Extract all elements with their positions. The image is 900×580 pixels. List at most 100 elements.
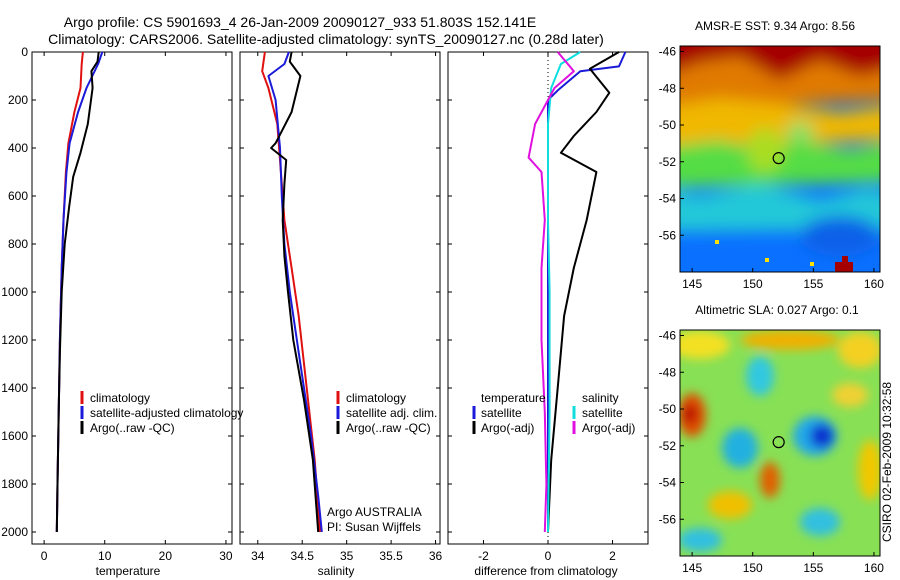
legend-label-satellite: satellite adj. clim. <box>346 406 437 420</box>
series-line <box>547 51 620 533</box>
sst-map-x-ticks: 145 150 155 160 <box>682 268 884 291</box>
y-tick-label: -50 <box>659 402 677 416</box>
temperature-x-ticks: 0 10 20 30 <box>41 52 233 563</box>
y-tick-label: -56 <box>659 228 677 242</box>
x-tick-label: 155 <box>803 561 823 575</box>
x-tick-label: 160 <box>864 561 884 575</box>
y-tick-label: -48 <box>659 365 677 379</box>
sst-map-y-ticks: -46 -48 -50 -52 -54 -56 <box>659 45 684 242</box>
sst-map-panel: AMSR-E SST: 9.34 Argo: 8.56 145 150 155 160… <box>659 19 885 291</box>
x-tick-label: 0 <box>545 549 552 563</box>
x-tick-label: 160 <box>864 277 884 291</box>
sst-map-title: AMSR-E SST: 9.34 Argo: 8.56 <box>695 19 855 33</box>
salinity-series <box>261 51 323 533</box>
salinity-panel: 34 34.5 35 35.5 36 salinity climatology sate… <box>239 51 443 578</box>
legend-label-temp-argo: Argo(-adj) <box>481 421 534 435</box>
series-line <box>527 51 575 533</box>
temperature-series <box>55 51 104 533</box>
legend-label-climatology: climatology <box>346 391 406 405</box>
y-tick-label: 400 <box>8 141 28 155</box>
y-tick-label: 2000 <box>1 525 28 539</box>
y-tick-label: -54 <box>659 192 677 206</box>
series-line <box>270 51 320 533</box>
x-tick-label: 30 <box>219 549 233 563</box>
x-tick-label: 150 <box>743 277 763 291</box>
side-timestamp-label: CSIRO 02-Feb-2009 10:32:58 <box>880 382 894 542</box>
series-line <box>547 51 581 533</box>
y-tick-label: 1200 <box>1 333 28 347</box>
sla-map-panel: Altimetric SLA: 0.027 Argo: 0.1 <box>659 303 885 575</box>
x-tick-label: 35.5 <box>379 549 403 563</box>
legend-label-temp-satellite: satellite <box>481 406 522 420</box>
y-tick-label: -48 <box>659 81 677 95</box>
legend-label-argo: Argo(..raw -QC) <box>346 421 431 435</box>
y-tick-label: 1600 <box>1 429 28 443</box>
y-tick-label: -52 <box>659 155 677 169</box>
x-tick-label: 34.5 <box>291 549 315 563</box>
y-tick-label: -50 <box>659 118 677 132</box>
y-tick-label: 800 <box>8 237 28 251</box>
x-tick-label: 10 <box>98 549 112 563</box>
x-tick-label: 155 <box>803 277 823 291</box>
sst-heatmap <box>680 46 880 272</box>
legend-label-climatology: climatology <box>90 391 150 405</box>
difference-panel: -2 0 2 difference from climatology tempera… <box>447 51 649 578</box>
temperature-axes-frame <box>31 51 233 545</box>
difference-y-ticks <box>448 51 648 533</box>
salinity-legend: climatology satellite adj. clim. Argo(..… <box>336 391 437 435</box>
figure-title-line2: Climatology: CARS2006. Satellite-adjuste… <box>48 31 604 47</box>
series-line <box>55 51 104 533</box>
sla-map-x-ticks: 145 150 155 160 <box>682 552 884 575</box>
annotation-pi: PI: Susan Wijffels <box>327 520 421 534</box>
legend-label-argo: Argo(..raw -QC) <box>90 421 175 435</box>
legend-label-sal-satellite: satellite <box>582 406 623 420</box>
sla-map-y-ticks: -46 -48 -50 -52 -54 -56 <box>659 329 684 526</box>
y-tick-label: 1400 <box>1 381 28 395</box>
argo-position-marker <box>772 436 785 449</box>
temperature-xlabel: temperature <box>96 564 161 578</box>
series-line <box>547 51 627 532</box>
series-line <box>261 51 321 533</box>
y-tick-label: 1000 <box>1 285 28 299</box>
series-line <box>55 51 100 533</box>
x-tick-label: 0 <box>41 549 48 563</box>
salinity-x-ticks: 34 34.5 35 35.5 36 <box>251 52 443 563</box>
figure-title-line1: Argo profile: CS 5901693_4 26-Jan-2009 2… <box>64 14 537 30</box>
temperature-panel: 0 200 400 600 800 1000 1200 1400 1600 1800 2000 0 1… <box>1 45 243 578</box>
x-tick-label: 35 <box>340 549 354 563</box>
x-tick-label: 2 <box>609 549 616 563</box>
temperature-y-ticks: 0 200 400 600 800 1000 1200 1400 1600 1800 2000 <box>1 45 232 539</box>
legend-heading-salinity: salinity <box>582 391 619 405</box>
sst-map-frame <box>679 45 881 273</box>
y-tick-label: 1800 <box>1 477 28 491</box>
y-tick-label: -54 <box>659 476 677 490</box>
salinity-y-ticks <box>240 51 440 533</box>
sla-map-title: Altimetric SLA: 0.027 Argo: 0.1 <box>695 303 859 317</box>
x-tick-label: -2 <box>478 549 489 563</box>
x-tick-label: 36 <box>429 549 443 563</box>
y-tick-label: 200 <box>8 93 28 107</box>
difference-series <box>527 51 627 533</box>
temperature-legend: climatology satellite-adjusted climatolo… <box>80 391 243 435</box>
y-tick-label: -46 <box>659 45 677 59</box>
x-tick-label: 34 <box>251 549 265 563</box>
salinity-axes-frame <box>239 51 441 545</box>
y-tick-label: -46 <box>659 329 677 343</box>
y-tick-label: 600 <box>8 189 28 203</box>
x-tick-label: 145 <box>682 561 702 575</box>
argo-position-marker <box>772 152 785 165</box>
annotation-argo-australia: Argo AUSTRALIA <box>327 505 422 519</box>
sla-map-frame <box>679 329 881 557</box>
legend-label-satellite: satellite-adjusted climatology <box>90 406 243 420</box>
sla-heatmap <box>680 330 880 556</box>
x-tick-label: 20 <box>159 549 173 563</box>
y-tick-label: -56 <box>659 512 677 526</box>
x-tick-label: 145 <box>682 277 702 291</box>
x-tick-label: 150 <box>743 561 763 575</box>
difference-legend: temperature satellite Argo(-adj) salinit… <box>472 391 635 435</box>
y-tick-label: 0 <box>21 45 28 59</box>
legend-label-sal-argo: Argo(-adj) <box>582 421 635 435</box>
legend-heading-temperature: temperature <box>481 391 546 405</box>
y-tick-label: -52 <box>659 439 677 453</box>
